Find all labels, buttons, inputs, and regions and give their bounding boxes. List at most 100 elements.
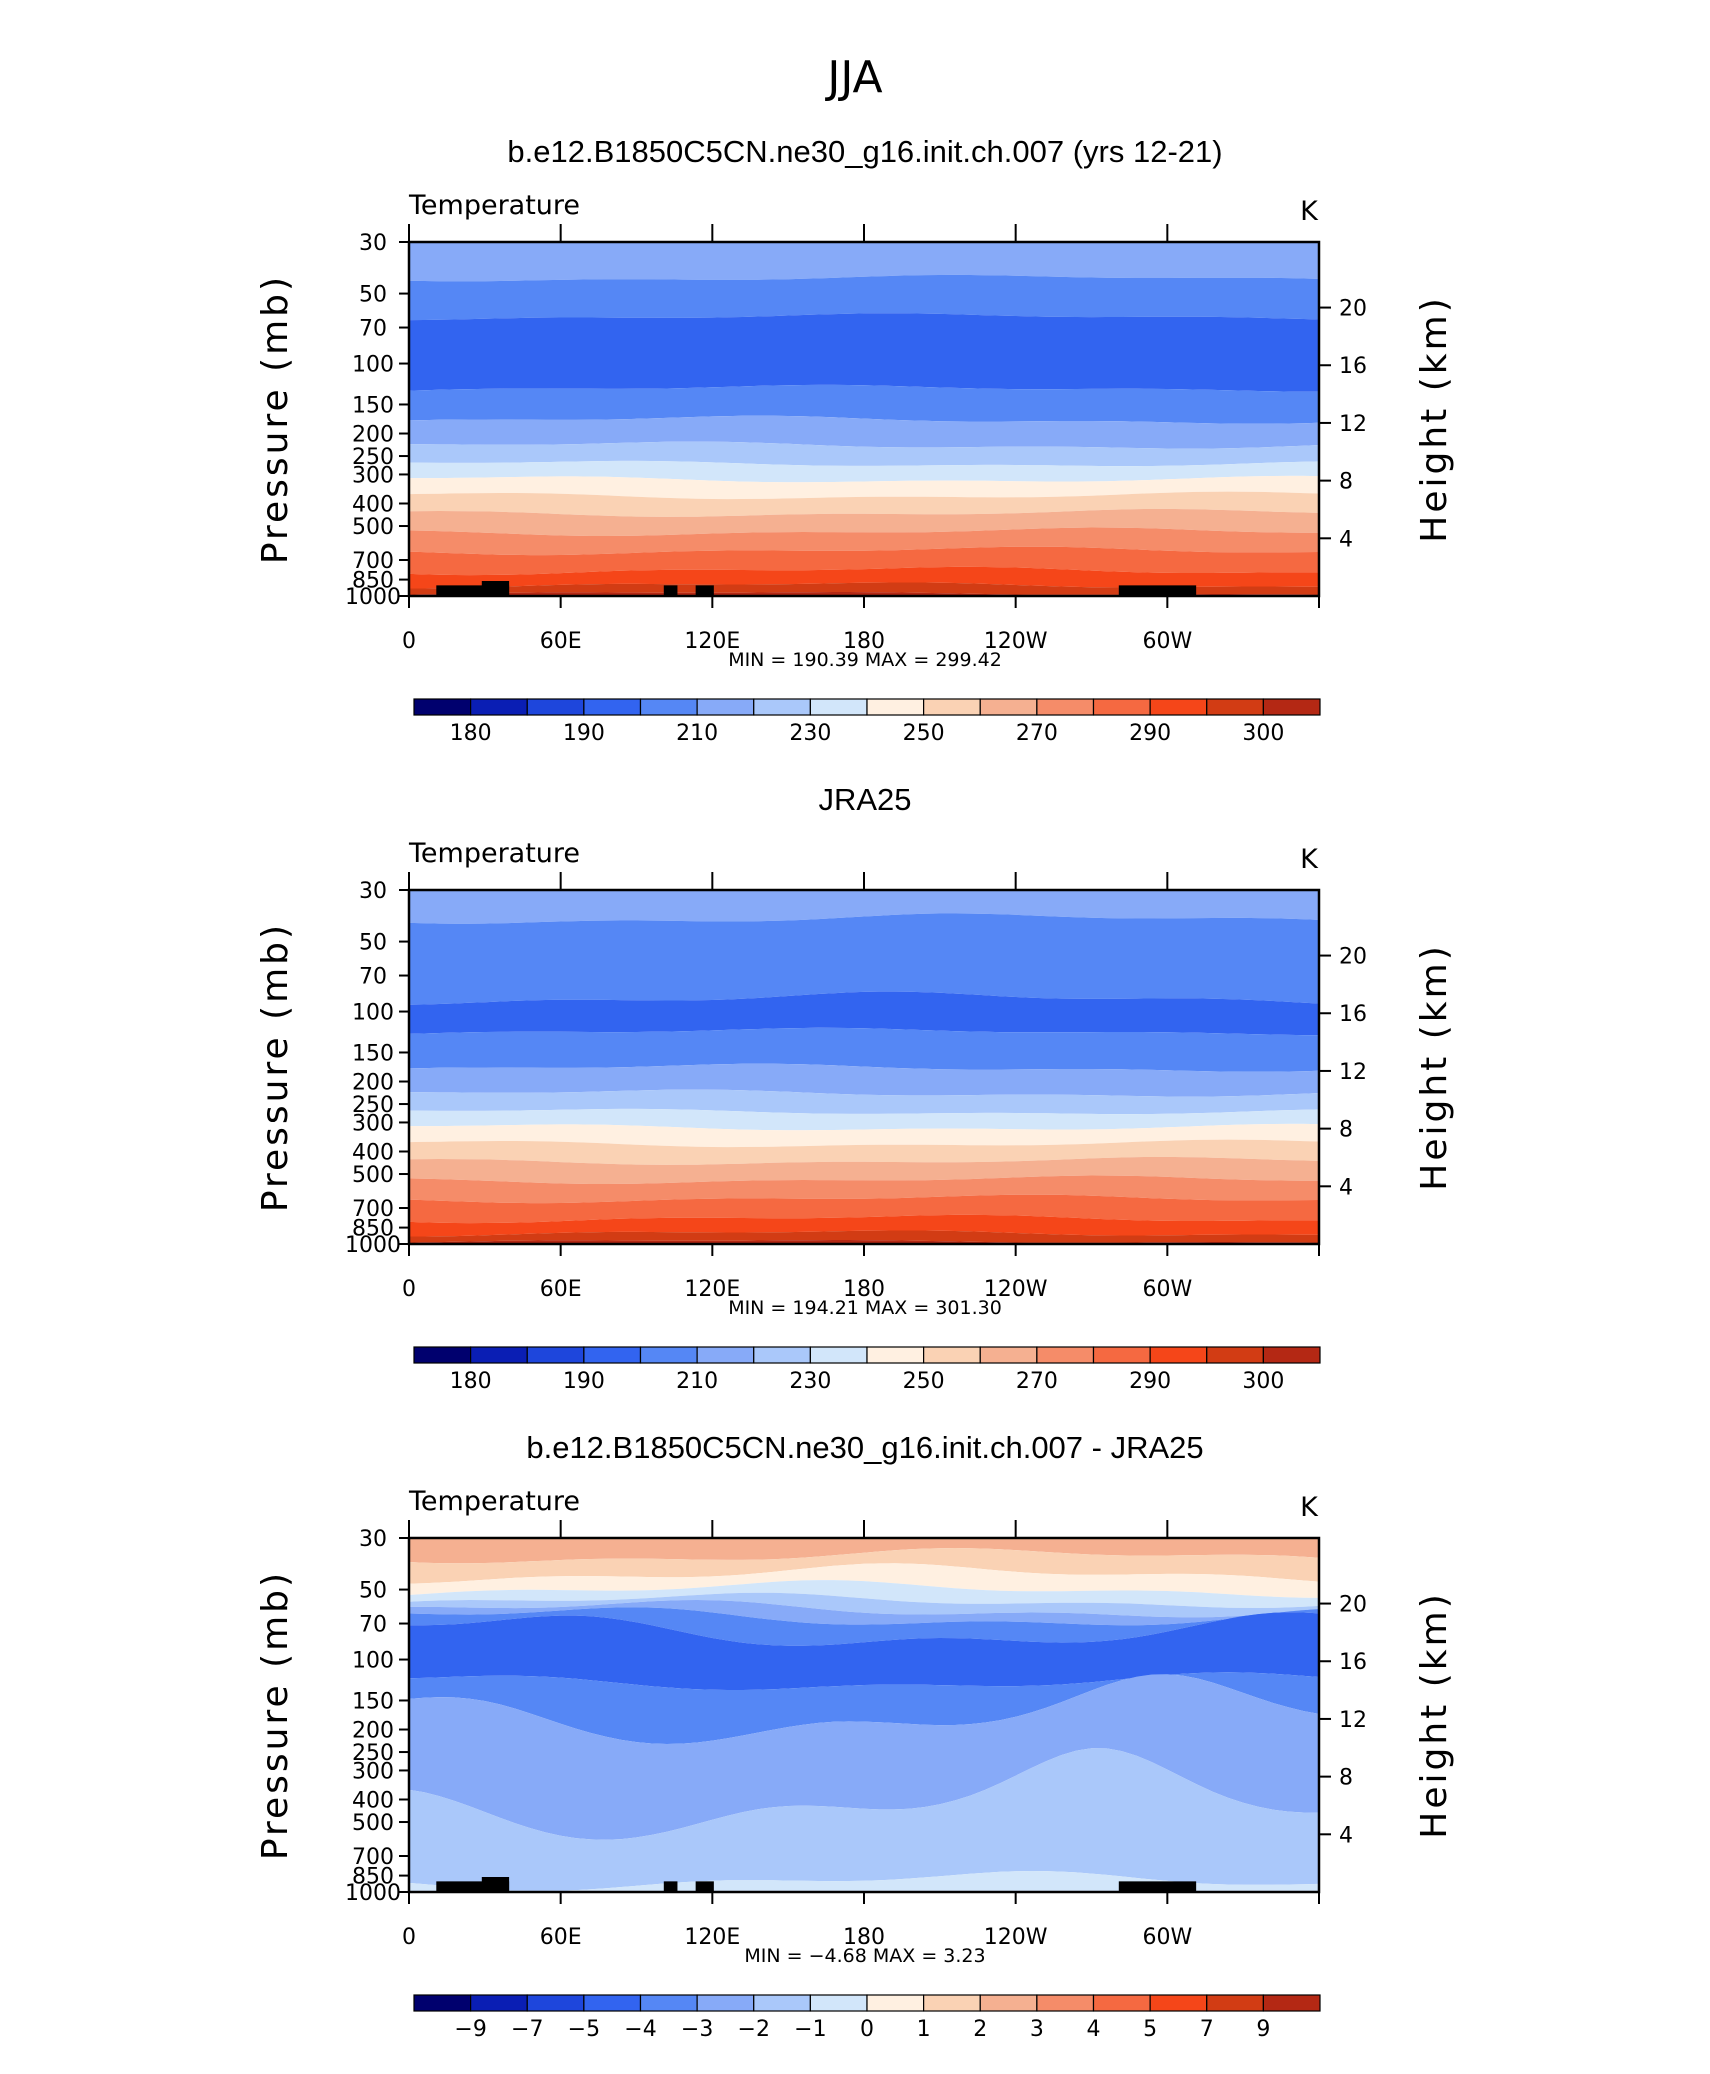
contour-band <box>409 1548 1319 1584</box>
y-tick-label: 50 <box>359 283 387 308</box>
min-max-readout: MIN = 190.39 MAX = 299.42 <box>728 649 1002 671</box>
colorbar-label: 190 <box>563 1369 605 1394</box>
y2-tick-label: 8 <box>1339 470 1353 495</box>
y-tick-label: 850 <box>352 1865 394 1890</box>
contour-band <box>409 913 1319 1005</box>
colorbar-box <box>979 698 1038 716</box>
y-tick-label: 150 <box>352 393 394 418</box>
y-tick-label: 70 <box>359 317 387 342</box>
colorbar-label: 250 <box>903 1369 945 1394</box>
y-tick-label: 100 <box>352 353 394 378</box>
colorbar-label: 230 <box>789 1369 831 1394</box>
colorbar-box <box>1149 698 1208 716</box>
y-tick-label: 150 <box>352 1689 394 1714</box>
contour-band <box>409 1607 1319 1646</box>
x-tick-label: 120W <box>984 1925 1048 1950</box>
y-tick-label: 850 <box>352 569 394 594</box>
contour-band <box>409 1089 1319 1115</box>
topography-mask <box>436 1881 510 1892</box>
colorbar-box <box>1262 1346 1321 1364</box>
y2-tick-label: 4 <box>1339 1175 1353 1200</box>
contour-band <box>409 1748 1319 1891</box>
y2-tick-label: 4 <box>1339 527 1353 552</box>
colorbar-box <box>866 698 925 716</box>
colorbar-box <box>1206 1346 1264 1364</box>
colorbar-label: 2 <box>973 2017 987 2042</box>
y-tick-label: 30 <box>359 879 387 904</box>
colorbar-box <box>639 698 698 716</box>
contour-band <box>409 527 1319 556</box>
y-tick-label: 30 <box>359 1527 387 1552</box>
colorbar-box <box>526 1994 585 2012</box>
y2-axis-label: Height (km) <box>1414 1591 1455 1838</box>
contour-band <box>409 1580 1319 1608</box>
colorbar-label: 230 <box>789 721 831 746</box>
colorbar-label: 270 <box>1016 721 1058 746</box>
colorbar-label: −2 <box>738 2017 770 2042</box>
x-tick-label: 180 <box>843 1277 885 1302</box>
panel-title: b.e12.B1850C5CN.ne30_g16.init.ch.007 - J… <box>526 1430 1203 1465</box>
colorbar-label: −1 <box>794 2017 826 2042</box>
colorbar-label: 9 <box>1256 2017 1270 2042</box>
y-tick-label: 700 <box>352 549 394 574</box>
y-tick-label: 70 <box>359 965 387 990</box>
min-max-readout: MIN = 194.21 MAX = 301.30 <box>728 1297 1002 1319</box>
colorbar-box <box>753 1346 811 1364</box>
panel-title: b.e12.B1850C5CN.ne30_g16.init.ch.007 (yr… <box>507 134 1222 169</box>
colorbar-box <box>526 1346 585 1364</box>
colorbar-box <box>1262 698 1321 716</box>
y-tick-label: 300 <box>352 463 394 488</box>
y-tick-label: 500 <box>352 1163 394 1188</box>
colorbar-box <box>696 1994 755 2012</box>
colorbar-box <box>1092 1346 1151 1364</box>
x-tick-label: 120E <box>684 1277 740 1302</box>
colorbar-box <box>1206 1994 1264 2012</box>
colorbar-label: 290 <box>1129 1369 1171 1394</box>
colorbar-box <box>809 1994 868 2012</box>
topography-mask <box>663 1881 678 1892</box>
x-tick-label: 180 <box>843 1925 885 1950</box>
topography-mask <box>695 585 714 596</box>
min-max-readout: MIN = −4.68 MAX = 3.23 <box>744 1945 985 1967</box>
colorbar-box <box>470 1994 528 2012</box>
colorbar-box <box>1262 1994 1321 2012</box>
y-tick-label: 250 <box>352 1741 394 1766</box>
colorbar-box <box>1036 1994 1095 2012</box>
contour-band <box>409 890 1319 924</box>
topography-mask <box>1118 1881 1197 1892</box>
contour-band <box>409 1592 1319 1618</box>
variable-label: Temperature <box>408 1486 580 1517</box>
contour-band <box>409 991 1319 1036</box>
colorbar-box <box>526 698 585 716</box>
colorbar-label: 4 <box>1087 2017 1101 2042</box>
y2-tick-label: 20 <box>1339 297 1367 322</box>
y-tick-label: 250 <box>352 1093 394 1118</box>
contour-band <box>409 313 1319 392</box>
colorbar-label: −3 <box>681 2017 713 2042</box>
contour-band <box>409 441 1319 467</box>
contour-field <box>409 242 1319 596</box>
variable-label: Temperature <box>408 838 580 869</box>
colorbar-label: 0 <box>860 2017 874 2042</box>
units-label: K <box>1300 844 1319 875</box>
colorbar-box <box>639 1994 698 2012</box>
contour-band <box>409 1194 1319 1224</box>
y-tick-label: 50 <box>359 1579 387 1604</box>
topography-mask <box>481 581 510 596</box>
y2-tick-label: 12 <box>1339 1060 1367 1085</box>
colorbar-box <box>923 1994 981 2012</box>
colorbar-label: 300 <box>1242 1369 1284 1394</box>
contour-band <box>409 1230 1319 1243</box>
y2-tick-label: 20 <box>1339 1593 1367 1618</box>
contour-field <box>409 1538 1319 1892</box>
y-tick-label: 200 <box>352 1071 394 1096</box>
colorbar-box <box>1036 698 1095 716</box>
contour-band <box>409 1871 1319 1892</box>
colorbar-box <box>1036 1346 1095 1364</box>
y-tick-label: 50 <box>359 931 387 956</box>
colorbar-box <box>979 1346 1038 1364</box>
y-tick-label: 700 <box>352 1197 394 1222</box>
variable-label: Temperature <box>408 190 580 221</box>
y-tick-label: 400 <box>352 492 394 517</box>
